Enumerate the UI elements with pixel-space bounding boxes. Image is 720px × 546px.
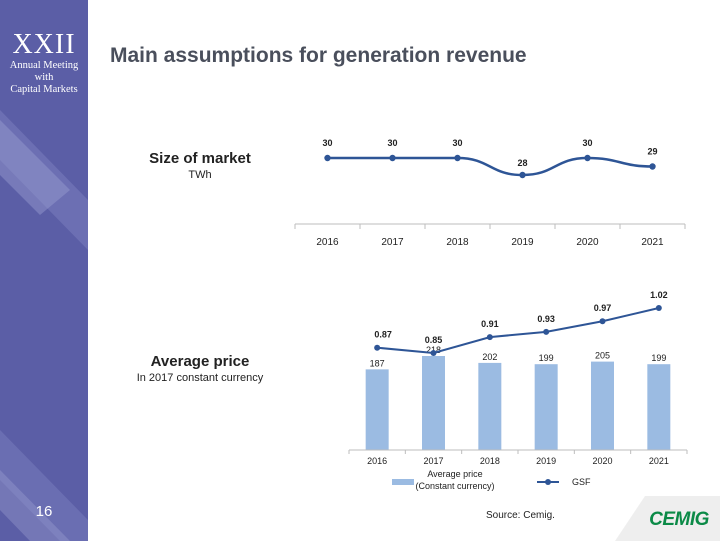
- price-bar-label: 187: [370, 358, 385, 368]
- svg-text:CEMIG: CEMIG: [649, 509, 710, 530]
- market-data-label: 30: [387, 138, 397, 148]
- legend-label-bar-line2: (Constant currency): [415, 481, 494, 491]
- price-bar: [534, 364, 558, 450]
- market-data-label: 30: [322, 138, 332, 148]
- brand-line-3: Capital Markets: [10, 84, 78, 95]
- market-data-label: 28: [517, 158, 527, 168]
- brand-line-2: with: [34, 72, 54, 83]
- legend-swatch-bar: [392, 479, 414, 485]
- market-x-tick-label: 2016: [316, 237, 339, 248]
- price-bar: [591, 361, 614, 450]
- brand-title: XXII: [12, 29, 76, 60]
- price-x-tick-label: 2016: [367, 456, 387, 466]
- gsf-data-label: 1.02: [650, 290, 668, 300]
- legend-swatch-marker: [545, 479, 551, 485]
- price-label-main: Average price: [150, 353, 250, 370]
- price-label-unit: In 2017 constant currency: [136, 372, 264, 384]
- price-label: Average price In 2017 constant currency: [120, 353, 280, 384]
- gsf-data-point: [374, 344, 381, 351]
- gsf-data-label: 0.85: [425, 335, 443, 345]
- price-chart: 1872182021992051992016201720182019202020…: [348, 290, 688, 491]
- price-x-tick-label: 2017: [423, 456, 443, 466]
- gsf-data-label: 0.97: [594, 303, 612, 313]
- gsf-series-line: [377, 307, 660, 355]
- cemig-logo: CEMIG: [615, 496, 720, 541]
- legend-label-bar-line1: Average price: [427, 469, 482, 479]
- market-data-label: 30: [582, 138, 592, 148]
- gsf-data-point: [430, 350, 437, 356]
- logo-graphic: CEMIG: [615, 496, 720, 541]
- market-chart: 30 2016 30 2017 30 2018 28 2019 30 2020 29 2021: [294, 138, 686, 248]
- price-x-tick-label: 2019: [536, 456, 556, 466]
- page-number: 16: [35, 503, 53, 520]
- market-label-unit: TWh: [188, 169, 212, 181]
- gsf-data-label: 0.91: [481, 319, 499, 329]
- market-x-tick-label: 2020: [576, 237, 599, 248]
- market-label-main: Size of market: [149, 150, 251, 167]
- market-series-line: [327, 156, 653, 177]
- price-bar-label: 202: [482, 352, 497, 362]
- source-note: Source: Cemig.: [486, 510, 555, 521]
- gsf-data-label: 0.87: [374, 330, 392, 340]
- market-data-point: [389, 154, 396, 162]
- market-data-point: [519, 171, 526, 179]
- market-data-label: 29: [647, 147, 657, 157]
- sidebar: XXII Annual Meeting with Capital Markets…: [0, 0, 88, 541]
- brand-line-1: Annual Meeting: [9, 60, 79, 71]
- price-x-tick-label: 2021: [649, 456, 669, 466]
- price-bar: [365, 369, 389, 450]
- price-bar: [647, 364, 671, 450]
- price-bar-label: 199: [539, 353, 554, 363]
- market-x-tick-label: 2019: [511, 237, 534, 248]
- market-data-point: [584, 154, 591, 162]
- gsf-data-label: 0.93: [537, 314, 555, 324]
- market-data-point: [454, 154, 461, 162]
- price-bar-label: 199: [651, 353, 666, 363]
- gsf-data-point: [486, 334, 493, 341]
- page-title: Main assumptions for generation revenue: [110, 44, 527, 67]
- gsf-data-point: [599, 318, 606, 325]
- market-data-point: [649, 163, 656, 170]
- gsf-data-point: [543, 328, 550, 335]
- price-x-tick-label: 2020: [592, 456, 612, 466]
- price-bar-label: 205: [595, 351, 610, 361]
- event-brand: XXII Annual Meeting with Capital Markets: [0, 30, 88, 96]
- sidebar-decoration: [0, 110, 88, 541]
- market-x-tick-label: 2021: [641, 237, 664, 248]
- price-x-tick-label: 2018: [480, 456, 500, 466]
- price-bar: [422, 356, 445, 450]
- market-label: Size of market TWh: [130, 150, 270, 181]
- legend-label-gsf: GSF: [572, 477, 591, 487]
- market-x-tick-label: 2018: [446, 237, 469, 248]
- gsf-data-point: [655, 305, 662, 311]
- price-bar: [478, 362, 502, 450]
- market-x-tick-label: 2017: [381, 237, 404, 248]
- market-data-label: 30: [452, 138, 462, 148]
- market-data-point: [324, 154, 331, 162]
